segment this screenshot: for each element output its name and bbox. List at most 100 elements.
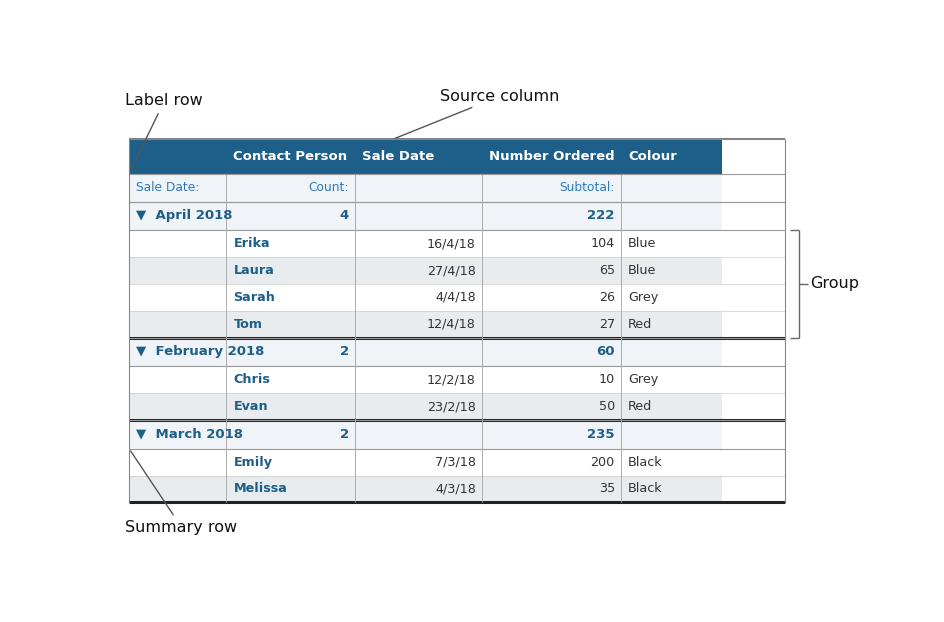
Bar bbox=[226, 311, 354, 338]
Bar bbox=[129, 420, 226, 448]
Bar bbox=[129, 475, 226, 503]
Bar bbox=[354, 139, 481, 174]
Text: 35: 35 bbox=[598, 483, 615, 496]
Bar bbox=[620, 420, 721, 448]
Bar bbox=[129, 311, 226, 338]
Bar bbox=[129, 284, 226, 311]
Bar bbox=[354, 202, 481, 230]
Text: Red: Red bbox=[628, 400, 651, 413]
Text: Sale Date:: Sale Date: bbox=[136, 181, 199, 194]
Bar bbox=[226, 420, 354, 448]
Bar bbox=[481, 448, 620, 475]
Bar bbox=[354, 230, 481, 257]
Text: Laura: Laura bbox=[233, 264, 274, 277]
Bar bbox=[226, 338, 354, 366]
Text: Source column: Source column bbox=[395, 89, 559, 138]
Text: 104: 104 bbox=[590, 237, 615, 250]
Text: Black: Black bbox=[628, 483, 662, 496]
Bar bbox=[481, 139, 620, 174]
Text: Summary row: Summary row bbox=[126, 451, 237, 535]
Bar bbox=[129, 366, 226, 393]
Bar bbox=[354, 420, 481, 448]
Text: 7/3/18: 7/3/18 bbox=[434, 455, 476, 468]
Bar bbox=[226, 257, 354, 284]
Bar bbox=[354, 174, 481, 202]
Text: 65: 65 bbox=[598, 264, 615, 277]
Bar bbox=[620, 338, 721, 366]
Text: Tom: Tom bbox=[233, 318, 262, 331]
Bar bbox=[481, 393, 620, 420]
Text: Colour: Colour bbox=[628, 150, 676, 163]
Text: 2: 2 bbox=[339, 345, 348, 358]
Bar bbox=[354, 311, 481, 338]
Bar bbox=[226, 174, 354, 202]
Text: 12/4/18: 12/4/18 bbox=[427, 318, 476, 331]
Text: Sale Date: Sale Date bbox=[362, 150, 433, 163]
Text: 60: 60 bbox=[596, 345, 615, 358]
Bar bbox=[226, 366, 354, 393]
Bar bbox=[481, 257, 620, 284]
Bar bbox=[620, 284, 721, 311]
Bar bbox=[620, 174, 721, 202]
Bar bbox=[354, 257, 481, 284]
Text: Chris: Chris bbox=[233, 373, 270, 386]
Text: Erika: Erika bbox=[233, 237, 270, 250]
Text: Blue: Blue bbox=[628, 237, 656, 250]
Text: Black: Black bbox=[628, 455, 662, 468]
Text: 23/2/18: 23/2/18 bbox=[427, 400, 476, 413]
Bar bbox=[226, 230, 354, 257]
Bar bbox=[226, 202, 354, 230]
Bar bbox=[620, 366, 721, 393]
Text: Sarah: Sarah bbox=[233, 291, 275, 304]
Bar bbox=[481, 420, 620, 448]
Bar bbox=[129, 139, 226, 174]
Text: Count:: Count: bbox=[308, 181, 348, 194]
Bar bbox=[620, 393, 721, 420]
Text: Evan: Evan bbox=[233, 400, 268, 413]
Bar bbox=[226, 475, 354, 503]
Bar bbox=[354, 366, 481, 393]
Text: Group: Group bbox=[809, 276, 858, 292]
Bar bbox=[481, 230, 620, 257]
Bar bbox=[129, 393, 226, 420]
Text: Red: Red bbox=[628, 318, 651, 331]
Bar bbox=[354, 448, 481, 475]
Bar bbox=[481, 366, 620, 393]
Bar bbox=[620, 257, 721, 284]
Bar bbox=[481, 311, 620, 338]
Bar bbox=[226, 284, 354, 311]
Text: 200: 200 bbox=[590, 455, 615, 468]
Bar bbox=[620, 202, 721, 230]
Text: ▼  March 2018: ▼ March 2018 bbox=[136, 428, 244, 441]
Text: Melissa: Melissa bbox=[233, 483, 287, 496]
Bar bbox=[354, 284, 481, 311]
Text: 2: 2 bbox=[339, 428, 348, 441]
Text: 27: 27 bbox=[598, 318, 615, 331]
Bar bbox=[129, 448, 226, 475]
Bar bbox=[481, 475, 620, 503]
Text: 26: 26 bbox=[598, 291, 615, 304]
Text: 10: 10 bbox=[598, 373, 615, 386]
Bar bbox=[129, 174, 226, 202]
Bar bbox=[129, 257, 226, 284]
Text: Grey: Grey bbox=[628, 373, 658, 386]
Text: 222: 222 bbox=[587, 210, 615, 223]
Bar bbox=[129, 338, 226, 366]
Text: 27/4/18: 27/4/18 bbox=[427, 264, 476, 277]
Text: Blue: Blue bbox=[628, 264, 656, 277]
Bar bbox=[481, 174, 620, 202]
Text: Number Ordered: Number Ordered bbox=[489, 150, 614, 163]
Text: 12/2/18: 12/2/18 bbox=[427, 373, 476, 386]
Bar bbox=[620, 139, 721, 174]
Bar bbox=[481, 284, 620, 311]
Bar bbox=[620, 230, 721, 257]
Text: 4/4/18: 4/4/18 bbox=[434, 291, 476, 304]
Bar bbox=[129, 230, 226, 257]
Text: ▼  February 2018: ▼ February 2018 bbox=[136, 345, 264, 358]
Bar bbox=[226, 393, 354, 420]
Text: Grey: Grey bbox=[628, 291, 658, 304]
Text: 4/3/18: 4/3/18 bbox=[434, 483, 476, 496]
Text: 4: 4 bbox=[339, 210, 348, 223]
Text: 16/4/18: 16/4/18 bbox=[427, 237, 476, 250]
Bar bbox=[354, 393, 481, 420]
